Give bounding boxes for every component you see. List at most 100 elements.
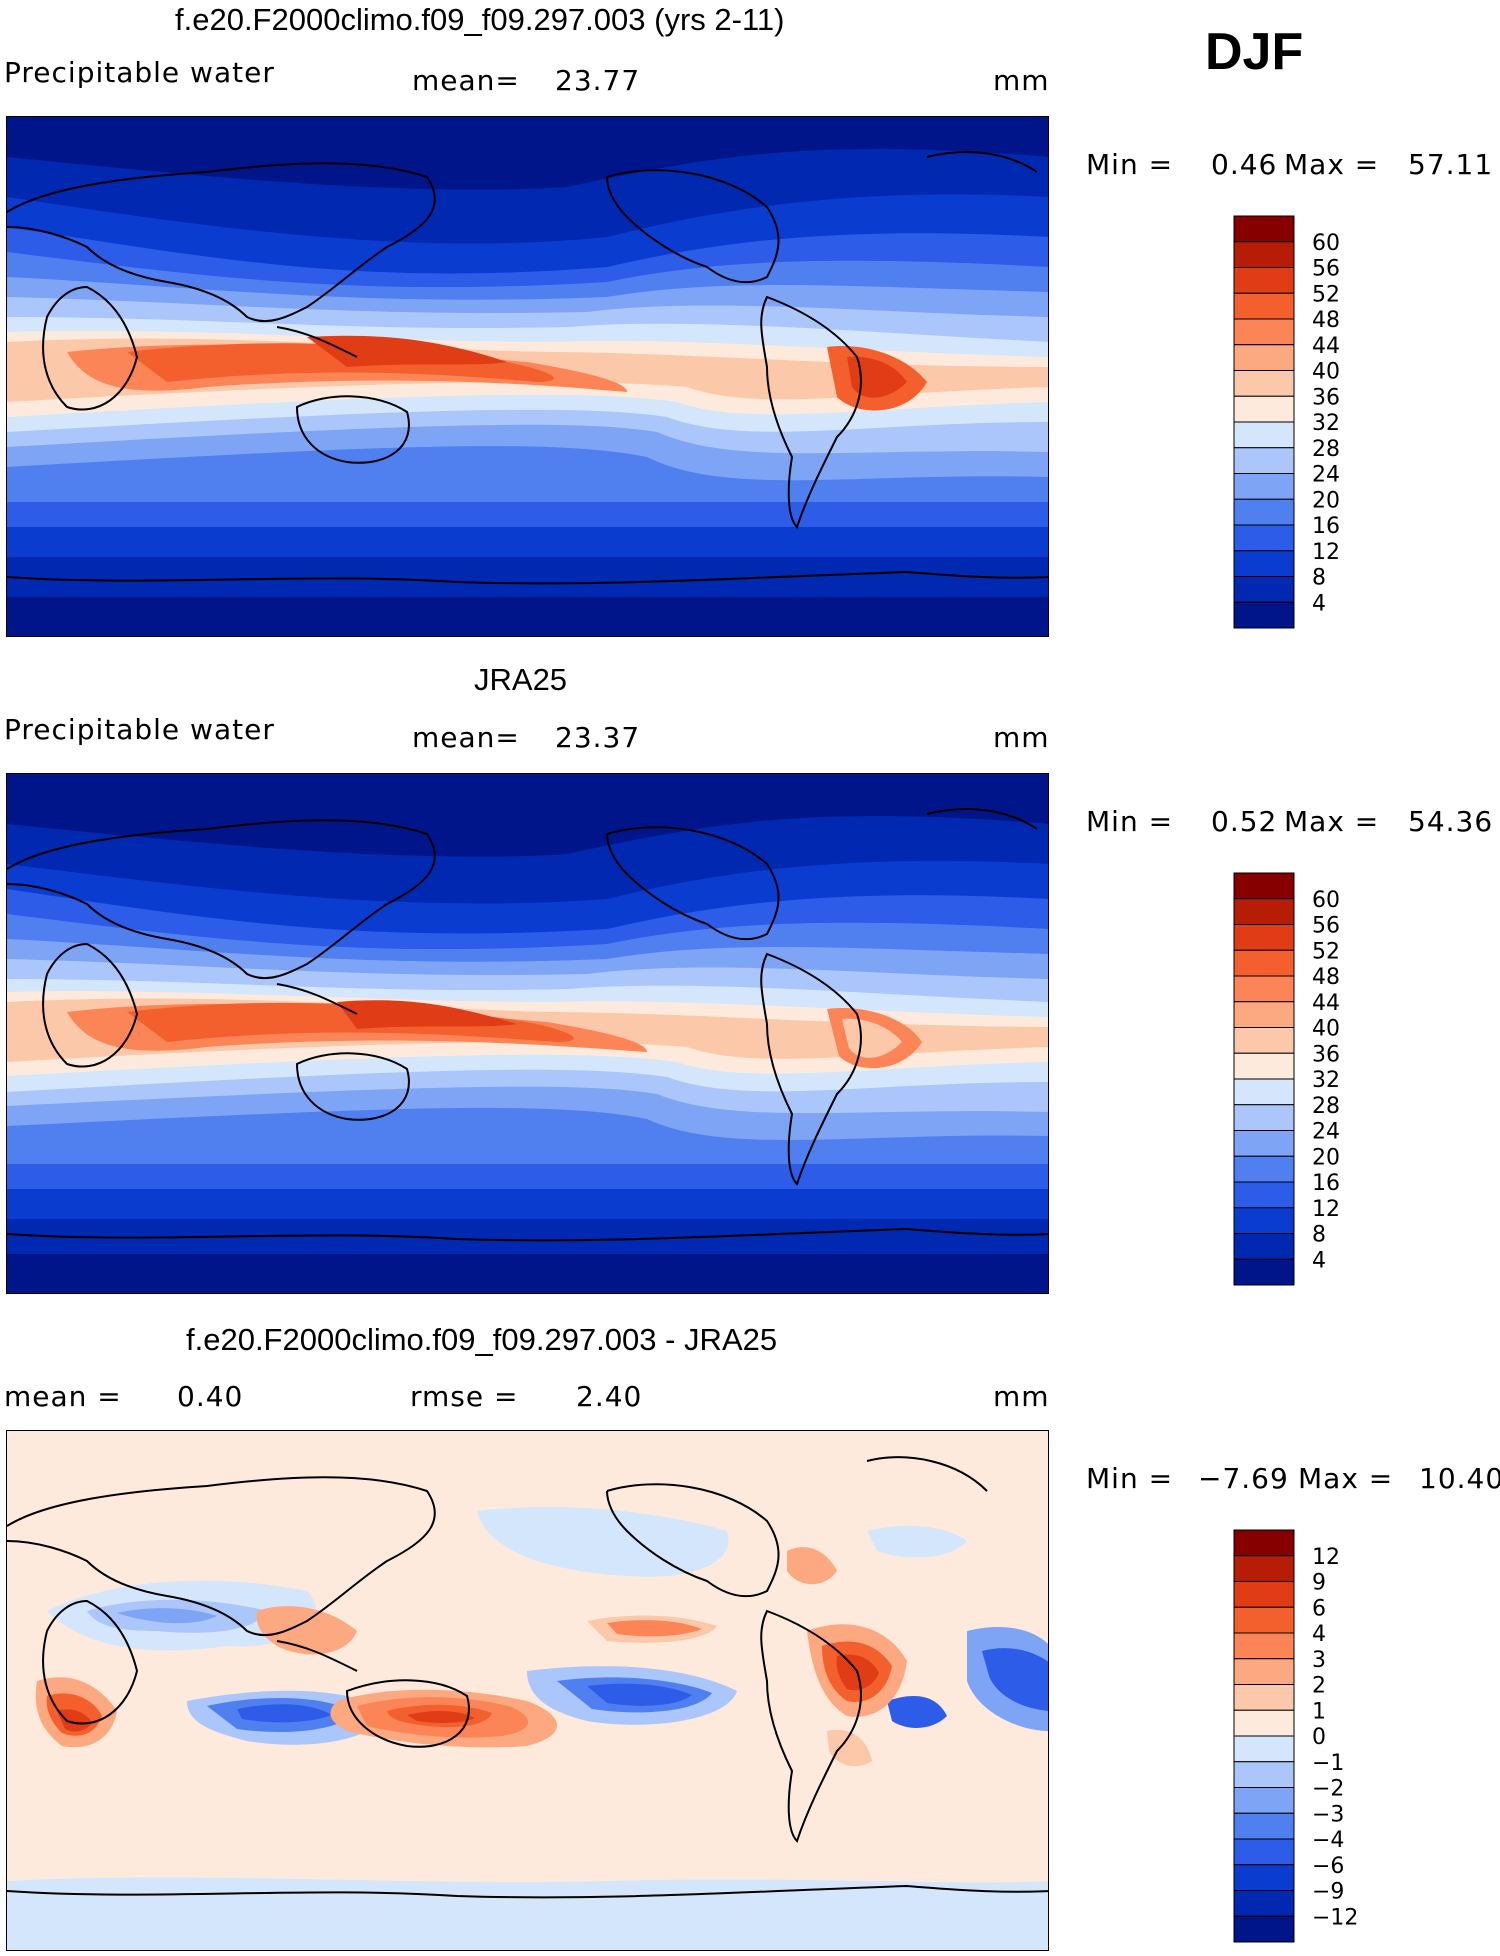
colorbar-swatch <box>1233 1155 1295 1183</box>
colorbar-swatch <box>1233 524 1295 552</box>
colorbar-swatch <box>1233 1761 1295 1788</box>
colorbar-tick-label: 4 <box>1312 1622 1326 1647</box>
colorbar-swatch <box>1233 395 1295 423</box>
panel3-title: f.e20.F2000climo.f09_f09.297.003 - JRA25 <box>186 1322 778 1357</box>
colorbar-tick-label: 24 <box>1312 1120 1340 1145</box>
colorbar-swatch <box>1233 872 1295 900</box>
colorbar-swatch <box>1233 1658 1295 1685</box>
panel2-title: JRA25 <box>474 662 568 697</box>
colorbar-swatch <box>1233 1555 1295 1582</box>
panel3-max-label: Max = <box>1298 1462 1394 1495</box>
panel2-mean-value: 23.37 <box>555 721 641 754</box>
panel1-min-label: Min = <box>1086 148 1174 181</box>
colorbar-tick-label: −12 <box>1312 1905 1358 1930</box>
colorbar-swatch <box>1233 370 1295 397</box>
panel1-mean-value: 23.77 <box>555 64 641 97</box>
panel1-title: f.e20.F2000climo.f09_f09.297.003 (yrs 2-… <box>175 2 785 37</box>
panel2-min-label: Min = <box>1086 805 1174 838</box>
panel3-mean-label: mean = <box>4 1380 122 1413</box>
colorbar-swatch <box>1233 1890 1295 1917</box>
panel1-colorbar: 60 56 52 48 44 40 36 32 28 24 20 16 12 8 4 <box>1233 215 1364 629</box>
colorbar-tick-label: 20 <box>1312 1145 1340 1170</box>
colorbar-tick-label: −9 <box>1312 1880 1344 1905</box>
colorbar-swatch <box>1233 344 1295 371</box>
colorbar-tick-label: −2 <box>1312 1777 1344 1802</box>
season-label: DJF <box>1205 23 1304 81</box>
colorbar-swatch <box>1233 975 1295 1003</box>
colorbar-swatch <box>1233 1258 1295 1286</box>
panel3-rmse-value: 2.40 <box>576 1380 643 1413</box>
colorbar-swatch <box>1233 1529 1295 1557</box>
colorbar-tick-label: 0 <box>1312 1725 1326 1750</box>
colorbar-swatch <box>1233 318 1295 346</box>
panel2-map <box>6 773 1049 1294</box>
colorbar-tick-label: 52 <box>1312 939 1340 964</box>
colorbar-tick-label: 40 <box>1312 1017 1340 1042</box>
colorbar-swatch <box>1233 267 1295 294</box>
colorbar-swatch <box>1233 1606 1295 1634</box>
colorbar-tick-label: 36 <box>1312 1042 1340 1067</box>
colorbar-swatch <box>1233 1632 1295 1660</box>
colorbar-tick-label: 36 <box>1312 385 1340 410</box>
colorbar-swatch <box>1233 421 1295 449</box>
panel3-max-value: 10.40 <box>1419 1462 1500 1495</box>
colorbar-tick-label: 12 <box>1312 1197 1340 1222</box>
panel2-max-label: Max = <box>1284 805 1380 838</box>
colorbar-tick-label: 28 <box>1312 437 1340 462</box>
panel2-units: mm <box>993 721 1050 754</box>
colorbar-swatch <box>1233 924 1295 951</box>
panel3-min-value: −7.69 <box>1198 1462 1289 1495</box>
colorbar-swatch <box>1233 1104 1295 1131</box>
colorbar-tick-label: 16 <box>1312 1171 1340 1196</box>
colorbar-tick-label: 12 <box>1312 1545 1340 1570</box>
colorbar-swatch <box>1233 1864 1295 1891</box>
colorbar-swatch <box>1233 1181 1295 1209</box>
colorbar-tick-label: 16 <box>1312 514 1340 539</box>
colorbar-swatch <box>1233 1787 1295 1814</box>
panel1-variable-label: Precipitable water <box>4 56 275 89</box>
colorbar-tick-label: 24 <box>1312 463 1340 488</box>
colorbar-swatch <box>1233 1709 1295 1737</box>
panel1-max-value: 57.11 <box>1408 148 1494 181</box>
colorbar-tick-label: 44 <box>1312 334 1340 359</box>
colorbar-swatch <box>1233 498 1295 526</box>
colorbar-swatch <box>1233 1052 1295 1080</box>
colorbar-tick-label: 32 <box>1312 411 1340 436</box>
colorbar-tick-label: 3 <box>1312 1648 1326 1673</box>
colorbar-tick-label: 48 <box>1312 308 1340 333</box>
colorbar-swatch <box>1233 447 1295 474</box>
colorbar-tick-label: −1 <box>1312 1751 1344 1776</box>
colorbar-swatch <box>1233 1130 1295 1157</box>
panel1-min-value: 0.46 <box>1211 148 1278 181</box>
colorbar-tick-label: 60 <box>1312 231 1340 256</box>
colorbar-tick-label: 32 <box>1312 1068 1340 1093</box>
colorbar-tick-label: 6 <box>1312 1596 1326 1621</box>
colorbar-tick-label: 12 <box>1312 540 1340 565</box>
colorbar-tick-label: 40 <box>1312 360 1340 385</box>
panel3-map <box>6 1430 1049 1951</box>
panel2-max-value: 54.36 <box>1408 805 1494 838</box>
colorbar-tick-label: −6 <box>1312 1854 1344 1879</box>
colorbar-swatch <box>1233 1838 1295 1866</box>
colorbar-tick-label: 44 <box>1312 991 1340 1016</box>
panel3-colorbar: 12 9 6 4 3 2 1 0 −1 −2 −3 −4 −6 −9 −12 <box>1233 1529 1364 1943</box>
colorbar-swatch <box>1233 898 1295 925</box>
panel3-units: mm <box>993 1380 1050 1413</box>
colorbar-swatch <box>1233 601 1295 629</box>
colorbar-tick-label: 48 <box>1312 965 1340 990</box>
panel2-variable-label: Precipitable water <box>4 713 275 746</box>
colorbar-tick-label: 52 <box>1312 282 1340 307</box>
panel2-mean-label: mean= <box>412 721 520 754</box>
panel3-mean-value: 0.40 <box>177 1380 244 1413</box>
panel2-min-value: 0.52 <box>1211 805 1278 838</box>
colorbar-swatch <box>1233 1078 1295 1106</box>
colorbar-swatch <box>1233 1812 1295 1840</box>
colorbar-swatch <box>1233 1233 1295 1260</box>
panel1-units: mm <box>993 64 1050 97</box>
colorbar-swatch <box>1233 292 1295 320</box>
colorbar-tick-label: 4 <box>1312 1248 1326 1273</box>
panel3-min-label: Min = <box>1086 1462 1174 1495</box>
colorbar-swatch <box>1233 1207 1295 1234</box>
panel1-map <box>6 116 1049 637</box>
colorbar-tick-label: 56 <box>1312 257 1340 282</box>
